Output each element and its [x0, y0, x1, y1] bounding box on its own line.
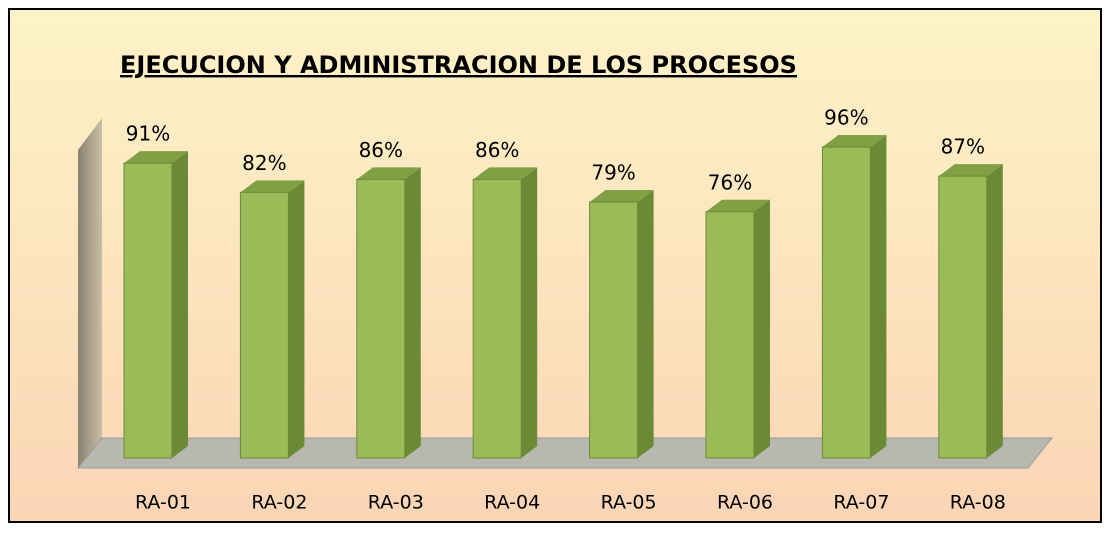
- chart-frame: [8, 8, 1102, 523]
- bar: [239, 180, 305, 459]
- x-tick-label: RA-03: [368, 492, 424, 514]
- bar-side: [521, 167, 538, 459]
- x-tick-label: RA-04: [484, 492, 540, 514]
- bar: [123, 151, 188, 459]
- x-tick-label: RA-06: [717, 492, 773, 514]
- bar: [821, 134, 887, 459]
- value-label: 76%: [708, 170, 752, 194]
- value-label: 82%: [242, 151, 286, 175]
- bar-side: [986, 164, 1003, 458]
- x-tick-label: RA-07: [833, 492, 889, 514]
- bar-top: [938, 164, 1003, 177]
- bar-top: [356, 167, 421, 180]
- value-label: 87%: [941, 135, 985, 159]
- bar-front: [705, 211, 755, 459]
- bar: [705, 199, 770, 459]
- chart-title: EJECUCION Y ADMINISTRACION DE LOS PROCES…: [120, 51, 797, 79]
- value-label: 96%: [824, 105, 868, 129]
- bar-side: [288, 180, 305, 458]
- x-tick-label: RA-08: [950, 492, 1006, 514]
- value-label: 86%: [475, 138, 519, 162]
- bar-side: [172, 151, 188, 458]
- bar-front: [239, 191, 289, 459]
- bar-front: [356, 178, 406, 459]
- bar-top: [240, 180, 305, 193]
- bar-front: [472, 178, 522, 459]
- bar-side: [404, 167, 421, 459]
- bar-top: [124, 151, 188, 164]
- x-tick-label: RA-02: [251, 492, 307, 514]
- bar-front: [589, 201, 639, 459]
- back-wall: [78, 118, 102, 468]
- bar: [356, 167, 421, 459]
- bar-top: [473, 167, 538, 180]
- bar-side: [754, 199, 770, 458]
- bar-front: [938, 175, 988, 459]
- bar-front: [821, 146, 871, 459]
- value-label: 79%: [591, 161, 635, 185]
- bar: [472, 167, 538, 459]
- bar-top: [706, 199, 770, 212]
- value-label: 91%: [126, 122, 170, 146]
- bar: [589, 190, 654, 459]
- x-tick-label: RA-05: [601, 492, 657, 514]
- bar-top: [822, 134, 887, 147]
- bar-top: [589, 190, 654, 203]
- x-tick-label: RA-01: [135, 492, 191, 514]
- bar-side: [870, 134, 887, 458]
- value-label: 86%: [359, 138, 403, 162]
- floor: [76, 437, 1054, 469]
- bar-side: [637, 190, 654, 459]
- bar-front: [123, 162, 173, 459]
- bar: [938, 164, 1003, 459]
